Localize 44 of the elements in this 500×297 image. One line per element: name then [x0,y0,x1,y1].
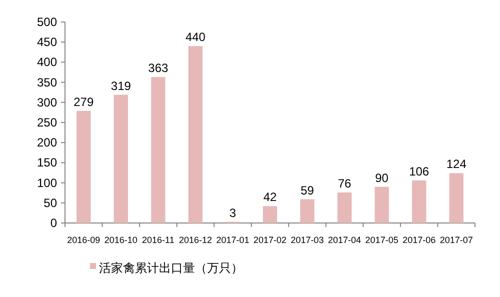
bar [76,110,91,223]
y-tick-label: 150 [36,156,58,170]
y-tick-label: 400 [36,55,58,70]
x-tick-label: 2017-01 [216,235,250,245]
y-tick-label: 500 [36,15,58,29]
x-tick-label: 2016-11 [142,235,174,245]
bar [412,180,426,223]
data-label: 279 [74,94,94,109]
x-tick-label: 2017-03 [290,235,324,245]
bar [374,186,389,223]
y-tick-label: 100 [36,176,58,190]
bar [262,206,278,223]
y-tick-label: 250 [36,116,58,130]
data-label: 90 [375,170,389,185]
y-tick-label: 50 [44,196,58,210]
y-tick-label: 0 [50,216,58,230]
data-label: 124 [446,157,467,172]
x-tick-label: 2017-05 [365,235,398,245]
y-tick-label: 450 [36,35,58,50]
x-tick-label: 2017-04 [328,235,362,245]
x-tick-label: 2016-09 [67,235,100,245]
data-label: 440 [185,30,206,44]
bar [449,173,464,223]
x-tick-label: 2016-12 [178,235,212,245]
data-label: 76 [338,176,352,190]
y-tick-label: 200 [36,136,58,150]
y-tick-label: 350 [36,75,58,90]
data-label: 3 [229,206,236,220]
data-label: 363 [148,61,169,76]
legend-label: 活家禽累计出口量（万只） [99,261,243,275]
y-tick-label: 300 [36,95,58,110]
data-label: 319 [110,78,132,93]
data-label: 42 [263,190,277,204]
x-tick-label: 2016-10 [104,235,138,245]
x-tick-label: 2017-07 [440,235,473,245]
bar [188,46,203,223]
data-label: 106 [409,164,430,178]
data-label: 59 [300,183,314,198]
bar [114,94,128,223]
bar [300,199,314,223]
x-tick-label: 2017-02 [253,235,287,245]
bar [337,192,352,223]
x-tick-label: 2017-06 [402,235,436,245]
bar [151,77,166,223]
